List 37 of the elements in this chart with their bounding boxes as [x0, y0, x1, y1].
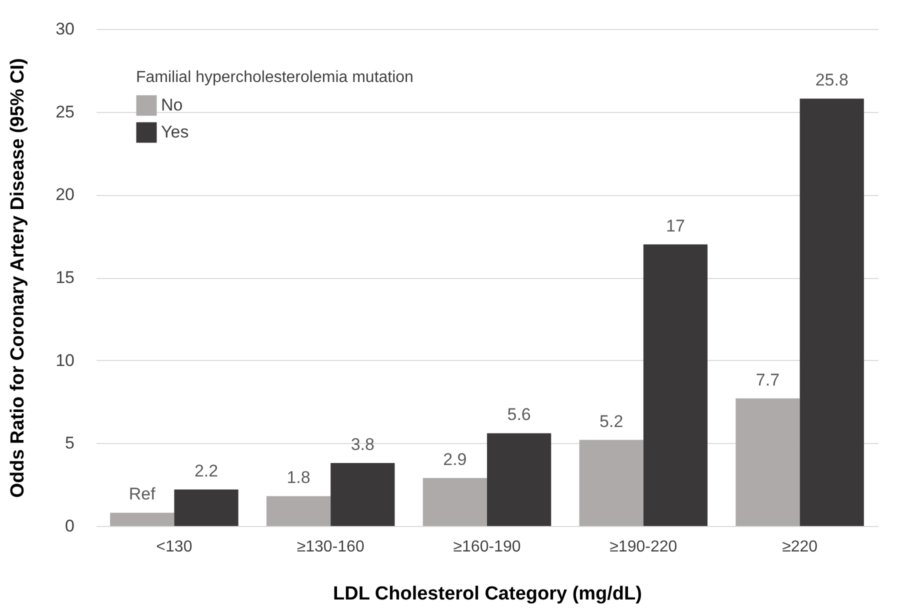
data-label: 7.7	[756, 370, 780, 390]
y-tick-label: 20	[56, 185, 74, 204]
bar	[330, 463, 395, 526]
bar	[422, 478, 487, 526]
data-label: 3.8	[350, 435, 374, 454]
data-label: 2.2	[194, 462, 218, 481]
bar	[266, 496, 331, 526]
bar	[643, 244, 708, 526]
y-tick-label: 25	[56, 102, 74, 122]
data-label: 2.9	[443, 450, 467, 469]
bar	[487, 433, 552, 526]
y-axis-title: Odds Ratio for Coronary Artery Disease (95% CI)	[8, 58, 29, 498]
y-tick-label: 5	[65, 434, 74, 453]
data-label: 5.2	[600, 412, 624, 431]
x-tick-label: ≥220	[782, 538, 818, 556]
bar	[800, 98, 864, 526]
data-label: 1.8	[286, 468, 310, 488]
data-label: 5.6	[507, 405, 531, 424]
bar	[174, 490, 238, 526]
bar	[579, 440, 644, 526]
x-tick-label: ≥160-190	[453, 538, 521, 556]
data-label: 17	[666, 216, 685, 236]
y-tick-label: 0	[65, 516, 74, 536]
y-tick-label: 30	[56, 20, 74, 38]
legend-label: No	[161, 96, 183, 114]
bar	[736, 398, 800, 526]
x-tick-label: <130	[156, 538, 192, 556]
bar	[110, 512, 174, 526]
y-tick-label: 15	[56, 268, 74, 287]
x-axis-title: LDL Cholesterol Category (mg/dL)	[333, 584, 642, 604]
data-label: Ref	[128, 484, 156, 504]
data-label: 25.8	[815, 70, 848, 90]
legend-title: Familial hypercholesterolemia mutation	[136, 69, 414, 86]
y-tick-label: 10	[56, 350, 74, 370]
legend-label: Yes	[161, 122, 189, 142]
x-tick-label: ≥190-220	[610, 538, 678, 556]
x-tick-label: ≥130-160	[296, 538, 364, 556]
